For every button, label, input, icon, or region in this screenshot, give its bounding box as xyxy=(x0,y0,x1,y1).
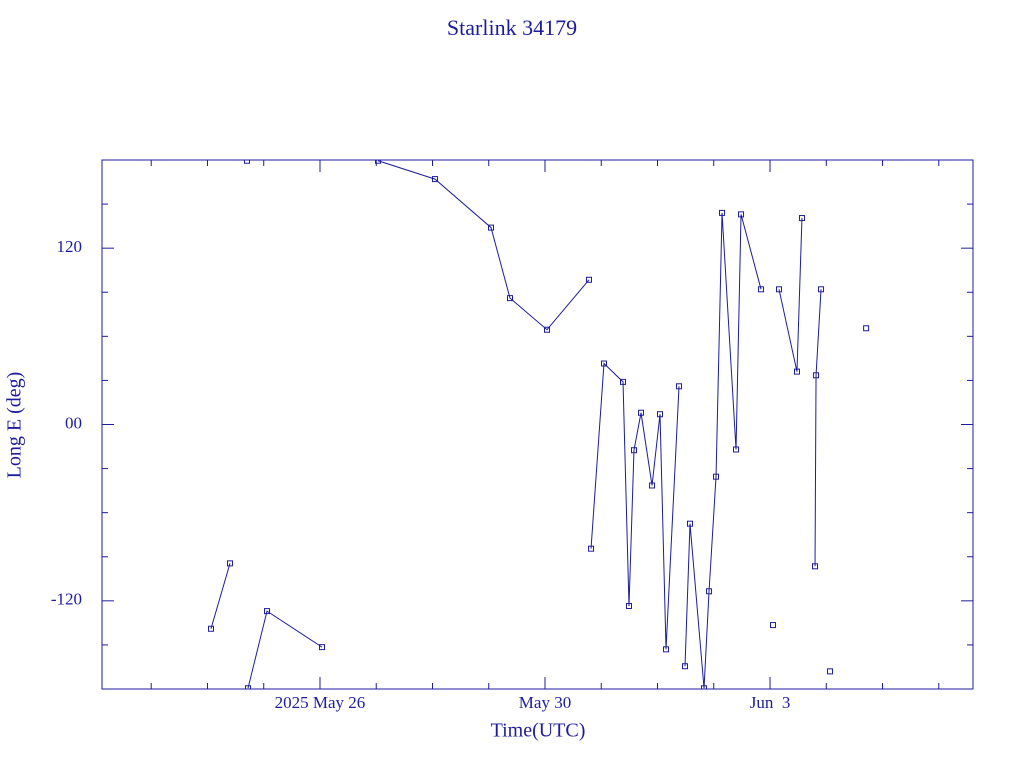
plot-frame xyxy=(101,159,974,690)
chart-title: Starlink 34179 xyxy=(447,15,577,40)
y-tick-label: -120 xyxy=(51,590,82,609)
data-point xyxy=(701,685,708,689)
data-point xyxy=(663,646,670,653)
data-point xyxy=(713,473,720,480)
data-point xyxy=(620,378,627,385)
x-tick-label: Jun 3 xyxy=(750,693,791,712)
x-tick-label: 2025 May 26 xyxy=(275,693,366,712)
data-point xyxy=(770,622,777,629)
data-point xyxy=(793,368,800,375)
data-point xyxy=(812,563,819,570)
data-point xyxy=(687,520,694,527)
data-point xyxy=(226,560,233,567)
data-point xyxy=(676,383,683,390)
data-point xyxy=(207,625,214,632)
y-tick-label: 120 xyxy=(57,237,83,256)
data-point xyxy=(758,286,765,293)
data-point xyxy=(682,663,689,670)
data-point xyxy=(625,602,632,609)
data-point xyxy=(863,325,870,332)
x-tick-label: May 30 xyxy=(519,693,571,712)
data-point xyxy=(488,224,495,231)
data-point xyxy=(585,276,592,283)
data-point xyxy=(630,447,637,454)
data-line xyxy=(211,161,866,689)
data-point xyxy=(776,286,783,293)
data-point xyxy=(506,295,513,302)
data-point xyxy=(374,160,381,164)
data-point xyxy=(738,211,745,218)
data-point xyxy=(244,685,251,689)
data-point xyxy=(264,608,271,615)
data-point xyxy=(798,215,805,222)
data-point xyxy=(318,644,325,651)
data-point xyxy=(827,668,834,675)
data-point xyxy=(818,286,825,293)
data-point xyxy=(588,545,595,552)
x-axis-label: Time(UTC) xyxy=(491,720,586,742)
data-point xyxy=(706,588,713,595)
data-point xyxy=(719,209,726,216)
data-point xyxy=(638,409,645,416)
data-point xyxy=(431,176,438,183)
data-point xyxy=(543,326,550,333)
y-tick-label: 00 xyxy=(65,413,82,432)
data-point xyxy=(657,411,664,418)
data-point xyxy=(649,482,656,489)
data-point xyxy=(600,360,607,367)
data-point xyxy=(244,160,251,164)
data-point xyxy=(733,446,740,453)
y-axis-label: Long E (deg) xyxy=(4,372,26,479)
plot-area xyxy=(207,160,870,689)
data-point xyxy=(813,372,820,379)
